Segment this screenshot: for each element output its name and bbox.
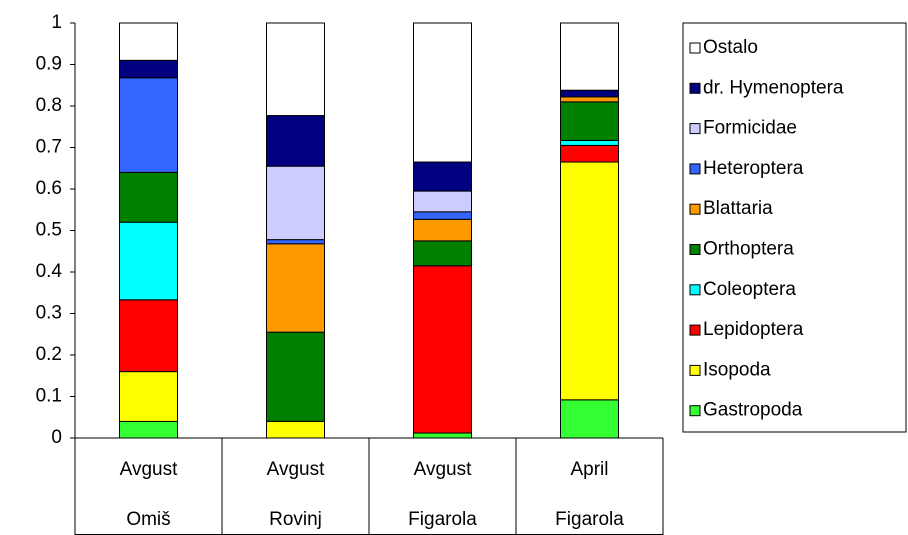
bar-segment [119,371,178,422]
legend-swatch [689,163,701,175]
bar-segment [560,96,619,103]
legend-swatch [689,82,701,94]
bar-segment [119,299,178,373]
bar-segment [266,420,325,439]
x-tick-label: Avgust [414,459,472,480]
x-tick-label: April [570,459,608,480]
bar-segment [266,165,325,241]
bar-segment [560,399,619,439]
bar-segment [119,77,178,173]
y-tick-label: 1 [51,12,62,33]
y-tick-label: 0.1 [36,386,62,407]
legend-swatch [689,42,701,54]
bar-segment [560,101,619,141]
y-tick-label: 0.2 [36,344,62,365]
legend-label: Ostalo [703,37,758,58]
y-tick-label: 0.8 [36,95,62,116]
x-tick-label: Rovinj [269,509,322,530]
bar-segment [413,432,472,439]
legend-label: Gastropoda [703,400,803,421]
x-tick-label: Avgust [267,459,325,480]
bar-segment [560,89,619,98]
bar-segment [413,161,472,192]
y-tick-label: 0.7 [36,137,62,158]
bar-segment [413,265,472,434]
y-tick-label: 0.3 [36,303,62,324]
bar-segment [266,243,325,333]
legend-swatch [689,364,701,376]
bar-segment [413,218,472,242]
bar-segment [560,161,619,401]
bar-segment [560,139,619,146]
bar-segment [266,331,325,422]
bar-segment [413,211,472,220]
legend-swatch [689,284,701,296]
bar-segment [119,420,178,439]
bar-segment [119,221,178,301]
bar-segment [119,171,178,223]
legend-swatch [689,405,701,417]
legend-swatch [689,324,701,336]
legend-swatch [689,244,701,255]
x-tick-label: Omiš [126,509,170,530]
bar-segment [413,240,472,267]
y-tick-label: 0.4 [36,261,63,282]
y-tick-label: 0.9 [36,54,62,75]
legend-label: Heteroptera [703,158,804,179]
x-tick-label: Avgust [120,459,178,480]
x-tick-label: Figarola [555,509,624,530]
legend-label: Lepidoptera [703,319,804,340]
bar-segment [413,190,472,213]
bar-segment [413,22,472,163]
y-tick-label: 0.6 [36,178,62,199]
legend-swatch [689,203,701,215]
legend-label: Isopoda [703,359,771,380]
y-tick-label: 0 [51,427,62,448]
legend-label: Blattaria [703,198,773,219]
bar-segment [119,59,178,79]
bar-segment [560,144,619,163]
x-tick-label: Figarola [408,509,477,530]
legend-label: Orthoptera [703,239,794,260]
bar-segment [119,22,178,61]
bar-segment [266,115,325,167]
legend-label: dr. Hymenoptera [703,77,844,98]
legend-swatch [689,123,701,135]
legend-box [682,22,907,433]
bar-segment [560,22,619,91]
bar-segment [266,239,325,245]
y-tick-label: 0.5 [36,220,62,241]
legend-label: Formicidae [703,118,797,139]
legend-label: Coleoptera [703,279,796,300]
bar-segment [266,22,325,117]
